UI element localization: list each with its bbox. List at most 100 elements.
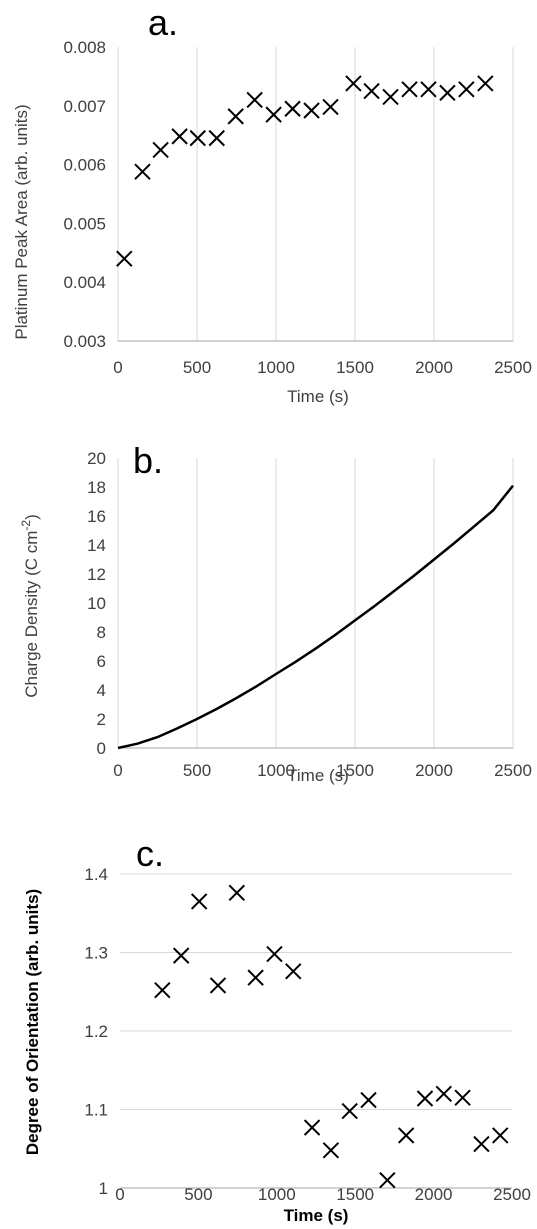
panel-c-y-tick-label: 1.4 [84, 865, 108, 884]
panel-a-y-ticks: 0.003 0.004 0.005 0.006 0.007 0.008 [63, 38, 106, 351]
panel-a-y-tick-label: 0.004 [63, 273, 106, 292]
panel-a-y-tick-label: 0.007 [63, 97, 106, 116]
panel-c-x-tick-label: 1500 [336, 1185, 374, 1204]
panel-a-y-tick-label: 0.008 [63, 38, 106, 57]
panel-c-y-tick-label: 1 [99, 1179, 108, 1198]
panel-a-gridlines [117, 47, 514, 341]
panel-a-y-tick-label: 0.005 [63, 214, 106, 233]
panel-c-data-point [285, 963, 302, 980]
panel-a: a. 0.003 0.004 0.005 0.006 0.007 0.008 0 500 10… [12, 2, 532, 406]
panel-a-data-point [227, 108, 244, 125]
panel-c-data-point [473, 1135, 490, 1153]
panel-a-x-tick-label: 2000 [415, 358, 453, 377]
panel-b-y-tick-label: 12 [87, 565, 106, 584]
panel-c-data-point [172, 947, 190, 964]
panel-c-data-point [379, 1171, 396, 1189]
panel-c-data-point [228, 884, 246, 902]
panel-c-y-tick-label: 1.2 [84, 1022, 108, 1041]
panel-a-data-point [401, 81, 418, 98]
panel-a-y-axis-title: Platinum Peak Area (arb. units) [12, 104, 31, 339]
panel-b-y-tick-label: 6 [97, 652, 106, 671]
panel-a-data-point [363, 82, 380, 100]
panel-c-data-point [492, 1127, 509, 1144]
panel-b-y-axis-title-main: Charge Density (C cm [22, 531, 41, 698]
panel-b-y-axis-title: Charge Density (C cm-2) [19, 514, 41, 698]
panel-b-x-tick-label: 2000 [415, 761, 453, 780]
panel-b-series [117, 484, 514, 750]
panel-c-data-point [209, 977, 227, 994]
panel-a-x-tick-label: 0 [113, 358, 122, 377]
panel-b-y-tick-label: 4 [97, 681, 106, 700]
panel-b-x-tick-label: 1500 [336, 761, 374, 780]
panel-a-x-ticks: 0 500 1000 1500 2000 2500 [113, 358, 532, 377]
panel-c-data-point [266, 945, 283, 963]
panel-c-y-tick-label: 1.3 [84, 944, 108, 963]
panel-a-data-point [420, 81, 437, 98]
panel-c-x-tick-label: 500 [184, 1185, 212, 1204]
panel-c-data-point [247, 969, 264, 986]
panel-c-label: c. [136, 833, 164, 874]
panel-a-data-point [458, 81, 475, 98]
panel-a-y-tick-label: 0.006 [63, 156, 106, 175]
panel-a-x-tick-label: 500 [183, 358, 211, 377]
panel-c-x-tick-label: 0 [115, 1185, 124, 1204]
panel-c-x-tick-label: 2500 [493, 1185, 531, 1204]
panel-b-y-tick-label: 10 [87, 594, 106, 613]
panel-a-data-point [345, 75, 362, 92]
panel-a-data-point [303, 102, 320, 119]
panel-b-y-axis-title-sup: -2 [19, 520, 33, 531]
panel-c-y-axis-title: Degree of Orientation (arb. units) [23, 889, 42, 1155]
panel-a-data-point [477, 75, 494, 92]
panel-b-gridlines [117, 458, 514, 748]
panel-a-data-point [134, 163, 151, 180]
panel-b-series-line [117, 484, 514, 750]
panel-b-x-tick-label: 1000 [257, 761, 295, 780]
panel-a-data-point [439, 84, 456, 102]
panel-a-x-tick-label: 1000 [257, 358, 295, 377]
panel-c-data-point [190, 893, 208, 910]
panel-c-x-ticks: 0 500 1000 1500 2000 2500 [115, 1185, 531, 1204]
panel-a-data-point [246, 91, 263, 109]
panel-b-y-tick-label: 20 [87, 449, 106, 468]
panel-b-x-tick-label: 500 [183, 761, 211, 780]
panel-a-x-axis-title: Time (s) [287, 387, 349, 406]
panel-b-y-tick-label: 18 [87, 478, 106, 497]
panel-b-label: b. [133, 440, 163, 481]
panel-a-data-point [152, 141, 169, 159]
panel-b-y-tick-label: 16 [87, 507, 106, 526]
panel-a-y-tick-label: 0.003 [63, 332, 106, 351]
panel-c: c. 1 1.1 1.2 1.3 1.4 0 500 1000 1500 2000 2500 Ti… [23, 833, 531, 1225]
panel-a-x-tick-label: 1500 [336, 358, 374, 377]
panel-c-data-point [416, 1090, 434, 1107]
panel-c-x-tick-label: 2000 [415, 1185, 453, 1204]
panel-a-data-point [382, 88, 399, 106]
panel-b-y-tick-label: 2 [97, 710, 106, 729]
panel-c-data-point [303, 1119, 321, 1136]
panel-a-data-point [116, 250, 133, 267]
panel-c-gridlines [120, 873, 512, 1189]
panel-b-y-tick-label: 8 [97, 623, 106, 642]
panel-a-markers [116, 75, 494, 267]
panel-a-data-point [208, 129, 225, 147]
panel-a-data-point [322, 98, 339, 116]
panel-a-data-point [265, 106, 282, 123]
panel-c-x-axis-title: Time (s) [284, 1206, 349, 1225]
panel-c-y-ticks: 1 1.1 1.2 1.3 1.4 [84, 865, 108, 1198]
panel-c-data-point [397, 1127, 415, 1144]
panel-c-data-point [360, 1091, 377, 1109]
panel-b-x-ticks: 0 500 1000 1500 2000 2500 [113, 761, 532, 780]
panel-c-markers [154, 884, 509, 1189]
panel-a-x-tick-label: 2500 [494, 358, 532, 377]
panel-c-data-point [154, 981, 171, 999]
panel-b-y-tick-label: 0 [97, 739, 106, 758]
panel-c-data-point [322, 1142, 340, 1159]
panel-c-data-point [454, 1089, 471, 1106]
panel-c-y-tick-label: 1.1 [84, 1101, 108, 1120]
panel-b-y-ticks: 0 2 4 6 8 10 12 14 16 18 20 [87, 449, 106, 758]
panel-a-data-point [284, 100, 301, 117]
panel-b-x-tick-label: 2500 [494, 761, 532, 780]
panel-b-x-axis-title: Time (s) [287, 766, 349, 785]
panel-a-data-point [171, 128, 188, 145]
panel-b-x-tick-label: 0 [113, 761, 122, 780]
